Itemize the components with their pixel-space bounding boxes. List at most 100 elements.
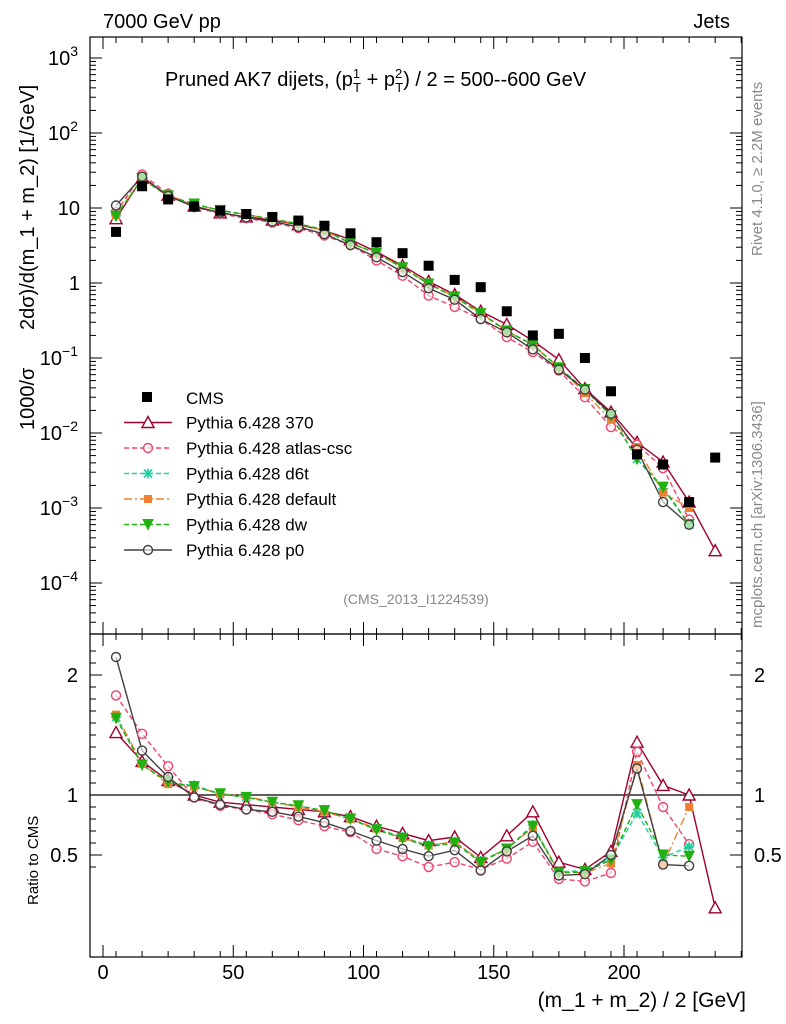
ratio-point-dw: [266, 796, 279, 809]
cms-data-point: [553, 328, 564, 339]
ratio-point-atlas-csc: [162, 761, 174, 772]
cms-data-point: [345, 228, 356, 239]
cms-data-point: [189, 201, 200, 212]
title-pre: Pruned AK7 dijets, (p: [165, 69, 353, 91]
series-point-p0: [501, 327, 512, 338]
ratio-point-p0: [162, 771, 174, 783]
ratio-point-370: [551, 854, 567, 868]
legend-marker-d6t: [143, 468, 153, 479]
ratio-point-dw: [631, 799, 643, 811]
legend-label-cms: CMS: [186, 389, 224, 408]
legend-label-370: Pythia 6.428 370: [186, 414, 314, 433]
series-point-p0: [527, 344, 539, 355]
y-tick-label-ratio-right: 0.5: [754, 845, 782, 867]
ratio-point-370: [499, 828, 514, 842]
series-point-p0: [605, 408, 617, 420]
series-point-dw: [110, 210, 122, 223]
ratio-point-atlas-csc: [136, 728, 148, 739]
y-axis-label-main: 2dσ)/d(m_1 + m_2) [1/GeV]: [17, 85, 39, 330]
legend-marker-dw: [142, 519, 154, 531]
ratio-point-atlas-csc: [449, 857, 460, 868]
series-point-dw: [474, 308, 487, 320]
ratio-point-p0: [293, 811, 304, 822]
title-mid: + p: [361, 69, 395, 91]
cms-data-point: [137, 181, 148, 192]
legend-marker-p0: [142, 544, 154, 556]
cms-data-point: [475, 282, 486, 293]
ratio-point-dw: [292, 800, 305, 812]
y-tick-label-main: 103: [48, 43, 78, 70]
header-process: Jets: [693, 11, 730, 33]
series-point-p0: [136, 171, 148, 182]
series-line-default: [115, 177, 690, 509]
ratio-point-p0: [371, 835, 382, 846]
cms-data-point: [527, 330, 538, 341]
ratio-point-atlas-csc: [605, 867, 617, 879]
ratio-point-370: [707, 900, 723, 914]
series-point-p0: [345, 239, 356, 251]
ratio-point-dw: [344, 813, 357, 826]
series-point-p0: [683, 519, 695, 530]
ratio-point-p0: [527, 830, 539, 841]
y-axis-label-ratio: Ratio to CMS: [25, 816, 42, 905]
ratio-series-markers: [108, 651, 723, 914]
ratio-point-p0: [319, 817, 330, 828]
ratio-point-370: [525, 804, 541, 818]
ratio-point-atlas-csc: [371, 843, 382, 855]
ratio-point-dw: [396, 832, 409, 845]
x-tick-label: 0: [97, 962, 108, 984]
ratio-point-dw: [657, 849, 669, 862]
ratio-point-dw: [422, 841, 435, 853]
ratio-point-p0: [110, 651, 122, 663]
series-point-p0: [449, 294, 460, 305]
ratio-point-d6t: [684, 841, 695, 852]
ratio-point-atlas-csc: [423, 861, 434, 873]
x-tick-label: 150: [477, 962, 510, 984]
series-point-dw: [657, 481, 669, 494]
title-sub1: T: [353, 80, 361, 95]
ratio-point-p0: [553, 870, 565, 881]
series-point-p0: [475, 313, 486, 325]
cms-data-point: [267, 211, 278, 222]
ratio-point-atlas-csc: [631, 746, 643, 757]
ratio-point-p0: [475, 865, 486, 876]
ratio-point-dw: [110, 712, 122, 725]
ratio-point-p0: [267, 806, 278, 817]
ratio-point-p0: [241, 804, 252, 815]
ratio-point-p0: [215, 799, 226, 810]
y-tick-label-main: 10: [58, 198, 80, 220]
ratio-point-dw: [214, 788, 227, 800]
legend: CMS Pythia 6.428 370 Pythia 6.428 atlas-cs…: [124, 389, 353, 560]
ratio-point-370: [108, 725, 124, 739]
ratio-point-default: [685, 803, 694, 811]
x-tick-label: 200: [607, 962, 640, 984]
ratio-point-p0: [345, 825, 356, 837]
series-point-p0: [423, 283, 434, 294]
ratio-line-370: [115, 732, 716, 908]
ratio-point-p0: [579, 869, 591, 880]
ratio-point-dw: [448, 837, 461, 850]
series-point-p0: [371, 252, 382, 263]
ratio-point-p0: [423, 851, 434, 862]
y-tick-label-main: 10−2: [40, 418, 78, 445]
ratio-point-p0: [397, 843, 408, 855]
ratio-point-dw: [474, 856, 487, 869]
legend-label-atlas-csc: Pythia 6.428 atlas-csc: [186, 439, 353, 458]
ratio-point-p0: [449, 845, 460, 856]
title-post: ) / 2 = 500--600 GeV: [403, 69, 587, 91]
cms-data-point: [111, 226, 122, 237]
title-sup1: 1: [353, 66, 360, 81]
ratio-point-d6t: [632, 808, 643, 818]
series-point-p0: [397, 266, 408, 278]
cms-data-point: [423, 260, 434, 271]
x-tick-label: 50: [222, 962, 244, 984]
cms-data-point: [163, 194, 174, 205]
series-point-p0: [657, 496, 669, 508]
y-tick-label-main: 10−4: [40, 568, 78, 595]
series-point-p0: [579, 384, 591, 395]
legend-label-dw: Pythia 6.428 dw: [186, 516, 308, 535]
ratio-point-p0: [605, 849, 617, 861]
y-tick-label-ratio: 1: [67, 785, 78, 807]
